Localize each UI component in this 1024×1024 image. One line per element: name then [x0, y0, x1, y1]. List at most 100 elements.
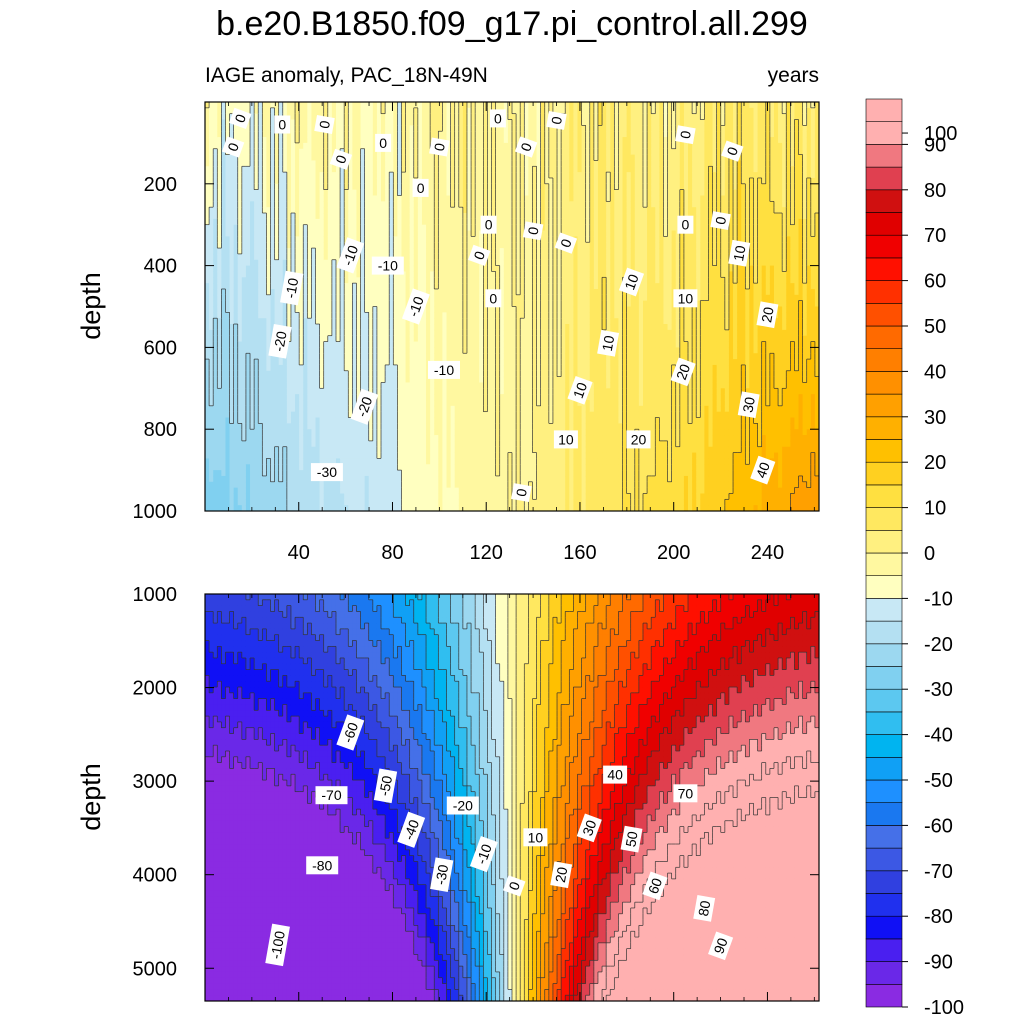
contour-label-text: -10 — [473, 842, 495, 867]
colorbar-box — [865, 416, 903, 440]
contour-label: 0 — [468, 244, 491, 266]
contour-label: -10 — [469, 835, 498, 873]
contour-label-text: -20 — [453, 798, 473, 814]
colorbar-box — [865, 893, 903, 917]
contour-label-text: 80 — [695, 899, 713, 917]
contour-label-text: -10 — [282, 277, 301, 300]
contour-label-text: 60 — [645, 876, 665, 896]
contour-label: 90 — [708, 931, 734, 961]
contour-label: 0 — [489, 109, 506, 128]
colorbar-box — [865, 734, 903, 758]
contour-label-text: -80 — [312, 857, 332, 873]
contour-label: 30 — [737, 391, 760, 419]
colorbar-box — [865, 348, 903, 372]
contour-label-text: 10 — [599, 334, 617, 352]
contour-label-text: -10 — [434, 362, 454, 378]
colorbar-tick-label: 70 — [924, 225, 946, 247]
colorbar-tick-label: 40 — [924, 361, 946, 383]
lower-panel: -60 -70 -50 -40 -20 -30 -10 -80 -100 0 10 20 30 40 50 6… — [76, 584, 820, 1002]
contour-label-text: -70 — [321, 787, 341, 803]
contour-label-text: -10 — [405, 294, 427, 319]
colorbar-box — [865, 688, 903, 713]
contour-label-text: 30 — [739, 395, 757, 413]
contour-label-text: 30 — [579, 818, 599, 838]
y-tick-label: 5000 — [133, 958, 178, 980]
contour-label: 0 — [503, 875, 526, 897]
contour-label-text: -40 — [400, 817, 422, 842]
colorbar-tick-label: -90 — [924, 952, 953, 974]
x-tick-label: 160 — [563, 542, 596, 564]
contour-label-text: 20 — [631, 431, 647, 447]
contour-label: 20 — [670, 357, 696, 387]
contour-label: 0 — [554, 232, 578, 254]
lower-ticks: 1000 2000 3000 4000 5000 — [133, 584, 819, 1001]
colorbar-box — [865, 552, 903, 577]
contour-label-text: 10 — [570, 380, 590, 400]
upper-frame — [204, 101, 820, 512]
colorbar-box — [865, 847, 903, 872]
colorbar-box — [865, 461, 903, 486]
colorbar-box — [865, 98, 903, 123]
contour-label: 0 — [546, 110, 567, 130]
contour-label: -10 — [401, 288, 430, 325]
contour-label-text: 0 — [316, 119, 333, 130]
contour-label-text: -30 — [432, 863, 451, 886]
colorbar-box — [865, 302, 903, 327]
contour-label: 0 — [480, 215, 497, 234]
contour-label: -80 — [306, 856, 339, 875]
lower-frame — [204, 593, 820, 1002]
contour-label-text: 0 — [712, 215, 729, 226]
contour-label: 20 — [626, 430, 651, 449]
colorbar-box — [865, 529, 903, 554]
contour-label: -10 — [428, 360, 460, 379]
colorbar-box — [865, 257, 903, 281]
contour-label: 40 — [603, 765, 628, 784]
colorbar-box — [865, 484, 903, 508]
lower-contour-labels: -60 -70 -50 -40 -20 -30 -10 -80 -100 0 10 20 30 40 50 6… — [265, 714, 734, 967]
upper-ylabel: depth — [76, 272, 106, 340]
contour-label: -30 — [430, 857, 454, 893]
contour-label-text: 0 — [548, 115, 565, 126]
contour-label: 40 — [750, 455, 776, 485]
subtitle-left: IAGE anomaly, PAC_18N-49N — [205, 64, 488, 87]
colorbar: -100-90-80-70-60-50-40-30-20-10010203040… — [865, 98, 964, 1019]
contour-label: 0 — [514, 136, 538, 158]
colorbar-tick-label: 90 — [924, 134, 946, 156]
contour-label: 0 — [221, 136, 245, 158]
contour-label-text: 50 — [622, 830, 640, 848]
colorbar-tick-label: -100 — [924, 997, 964, 1019]
contour-label: -50 — [373, 768, 398, 804]
contour-label: -30 — [310, 463, 343, 482]
colorbar-box — [865, 121, 903, 145]
contour-label-text: 90 — [710, 936, 730, 956]
colorbar-box — [865, 938, 903, 962]
contour-label-text: -10 — [339, 243, 361, 268]
contour-label-text: -30 — [317, 464, 337, 480]
contour-label: -20 — [446, 796, 479, 815]
colorbar-box — [865, 825, 903, 849]
colorbar-box — [865, 371, 903, 395]
contour-label: -20 — [268, 323, 292, 359]
contour-label-text: -20 — [270, 330, 289, 353]
contour-label-text: 10 — [528, 829, 544, 845]
contour-label-text: 20 — [673, 362, 693, 382]
contour-label-text: -60 — [339, 720, 361, 745]
contour-label: 30 — [576, 813, 602, 843]
y-tick-label: 3000 — [133, 771, 178, 793]
contour-label: -10 — [336, 237, 365, 274]
colorbar-tick-label: 10 — [924, 498, 946, 520]
contour-label: -70 — [315, 786, 348, 805]
colorbar-box — [865, 189, 903, 213]
colorbar-box — [865, 711, 903, 735]
y-tick-label: 2000 — [133, 678, 178, 700]
contour-label: 10 — [618, 267, 645, 297]
colorbar-tick-label: -80 — [924, 906, 953, 928]
colorbar-box — [865, 144, 903, 168]
colorbar-tick-label: 20 — [924, 452, 946, 474]
colorbar-box — [865, 325, 903, 350]
contour-label-text: 0 — [379, 135, 387, 151]
contour-label-text: 70 — [678, 785, 694, 801]
contour-label: 20 — [756, 301, 779, 329]
